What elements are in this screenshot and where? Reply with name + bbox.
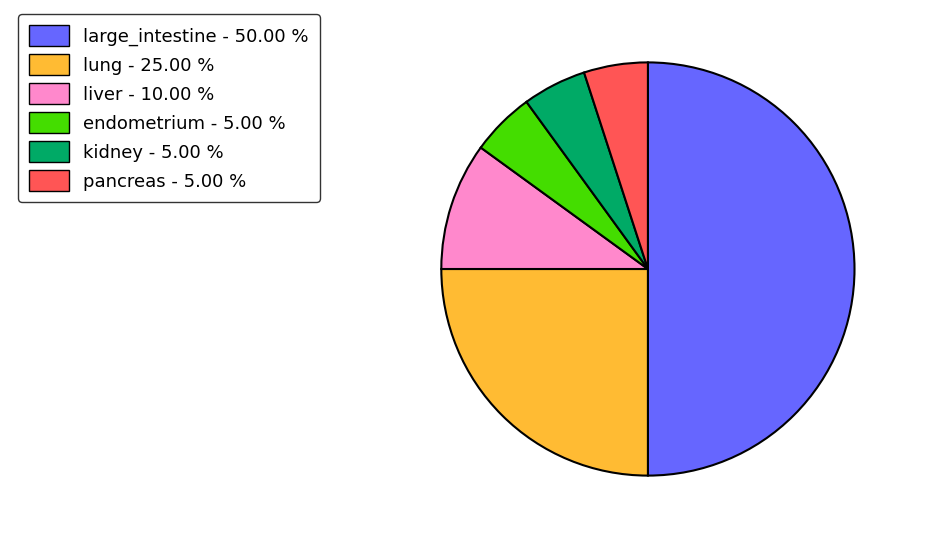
Wedge shape: [481, 102, 648, 269]
Wedge shape: [584, 62, 648, 269]
Wedge shape: [441, 269, 648, 476]
Wedge shape: [441, 147, 648, 269]
Wedge shape: [527, 73, 648, 269]
Legend: large_intestine - 50.00 %, lung - 25.00 %, liver - 10.00 %, endometrium - 5.00 %: large_intestine - 50.00 %, lung - 25.00 …: [19, 15, 320, 202]
Wedge shape: [648, 62, 854, 476]
